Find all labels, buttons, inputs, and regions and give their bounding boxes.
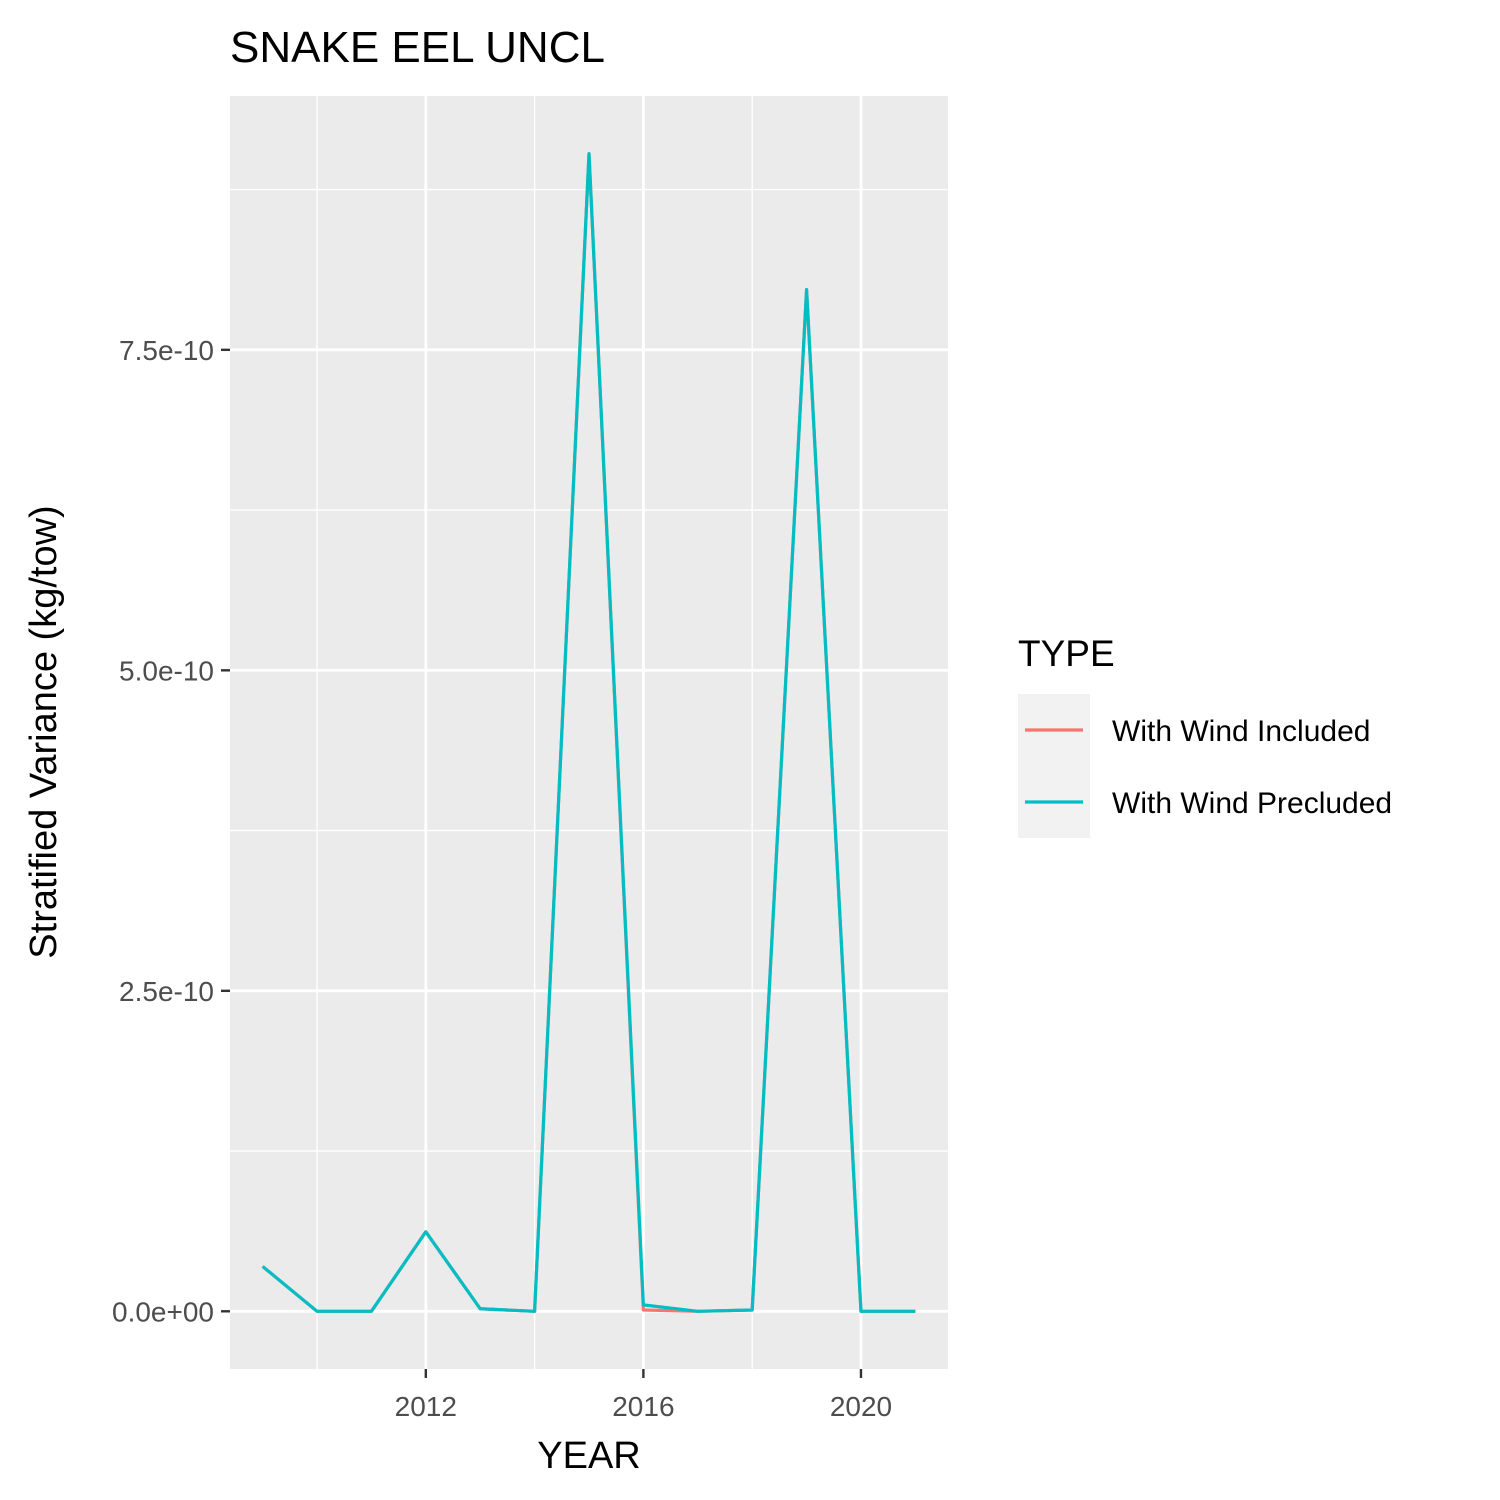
y-axis-title: Stratified Variance (kg/tow) [23, 505, 65, 958]
plot-panel [230, 96, 948, 1369]
x-tick-label: 2016 [612, 1391, 674, 1422]
series-lines [261, 152, 916, 1313]
chart-title: SNAKE EEL UNCL [230, 23, 605, 72]
legend: TYPE With Wind Included With Wind Preclud… [1018, 633, 1392, 838]
y-tick-label: 5.0e-10 [119, 655, 214, 686]
legend-label: With Wind Precluded [1112, 787, 1392, 820]
legend-title: TYPE [1018, 633, 1115, 674]
series-line-2 [261, 152, 916, 1313]
y-tick-label: 0.0e+00 [112, 1296, 214, 1327]
y-axis: 0.0e+00 2.5e-10 5.0e-10 7.5e-10 [112, 335, 230, 1327]
x-axis: 2012 2016 2020 [395, 1369, 892, 1422]
x-axis-title: YEAR [537, 1435, 640, 1477]
minor-gridlines [230, 96, 948, 1369]
y-tick-label: 2.5e-10 [119, 976, 214, 1007]
legend-label: With Wind Included [1112, 715, 1370, 748]
y-tick-label: 7.5e-10 [119, 335, 214, 366]
x-tick-label: 2020 [830, 1391, 892, 1422]
x-tick-label: 2012 [395, 1391, 457, 1422]
